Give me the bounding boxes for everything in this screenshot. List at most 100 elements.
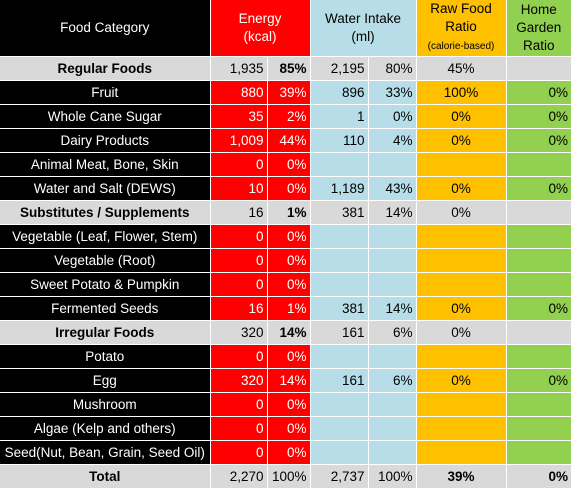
energy-value: 16 <box>210 296 268 321</box>
item-name: Seed(Nut, Bean, Grain, Seed Oil) <box>0 440 211 465</box>
group-row: Irregular Foods 320 14% 161 6% 0% <box>0 320 571 345</box>
raw-ratio: 100% <box>416 80 507 105</box>
energy-percent: 0% <box>267 248 311 273</box>
water-value: 381 <box>310 200 369 225</box>
item-name: Water and Salt (DEWS) <box>0 176 211 201</box>
energy-percent: 39% <box>267 80 311 105</box>
item-name: Egg <box>0 368 211 393</box>
energy-value: 880 <box>210 80 268 105</box>
item-name: Sweet Potato & Pumpkin <box>0 272 211 297</box>
energy-value: 10 <box>210 176 268 201</box>
garden-ratio <box>506 224 571 249</box>
header-energy-title: Energy <box>238 11 282 26</box>
header-garden-line3: Ratio <box>522 38 555 53</box>
energy-percent: 44% <box>267 128 311 153</box>
water-percent <box>368 440 417 465</box>
water-percent: 0% <box>368 104 417 129</box>
water-percent: 100% <box>368 464 417 489</box>
raw-ratio <box>416 440 507 465</box>
water-percent: 6% <box>368 320 417 345</box>
energy-value: 320 <box>210 368 268 393</box>
item-name: Animal Meat, Bone, Skin <box>0 152 211 177</box>
total-label: Total <box>0 464 211 489</box>
garden-ratio <box>506 392 571 417</box>
raw-ratio <box>416 248 507 273</box>
energy-percent: 2% <box>267 104 311 129</box>
water-value: 1 <box>310 104 369 129</box>
water-percent <box>368 248 417 273</box>
garden-ratio <box>506 272 571 297</box>
raw-ratio <box>416 392 507 417</box>
water-value <box>310 272 369 297</box>
garden-ratio <box>506 440 571 465</box>
garden-ratio: 0% <box>506 464 571 489</box>
raw-ratio: 0% <box>416 200 507 225</box>
header-category-label: Food Category <box>60 20 150 35</box>
water-percent <box>368 224 417 249</box>
garden-ratio <box>506 416 571 441</box>
energy-value: 0 <box>210 152 268 177</box>
garden-ratio: 0% <box>506 296 571 321</box>
water-value: 161 <box>310 368 369 393</box>
garden-ratio <box>506 320 571 345</box>
water-percent: 14% <box>368 296 417 321</box>
raw-ratio: 0% <box>416 296 507 321</box>
table-row: Egg 320 14% 161 6% 0% 0% <box>0 368 571 393</box>
header-row: Food Category Energy (kcal) Water Intake… <box>0 0 571 57</box>
table-row: Animal Meat, Bone, Skin 0 0% <box>0 152 571 177</box>
header-home-garden-ratio: Home Garden Ratio <box>506 0 571 57</box>
raw-ratio: 0% <box>416 176 507 201</box>
item-name: Dairy Products <box>0 128 211 153</box>
energy-value: 0 <box>210 224 268 249</box>
header-water-unit: (ml) <box>351 29 375 44</box>
group-name: Substitutes / Supplements <box>0 200 211 225</box>
garden-ratio: 0% <box>506 104 571 129</box>
water-value: 2,737 <box>310 464 369 489</box>
group-row: Regular Foods 1,935 85% 2,195 80% 45% <box>0 56 571 81</box>
water-value <box>310 224 369 249</box>
raw-ratio: 0% <box>416 368 507 393</box>
garden-ratio: 0% <box>506 368 571 393</box>
item-name: Potato <box>0 344 211 369</box>
item-name: Mushroom <box>0 392 211 417</box>
water-percent: 6% <box>368 368 417 393</box>
energy-percent: 0% <box>267 416 311 441</box>
energy-value: 0 <box>210 416 268 441</box>
energy-value: 1,935 <box>210 56 268 81</box>
energy-percent: 1% <box>267 200 311 225</box>
energy-value: 0 <box>210 440 268 465</box>
energy-percent: 14% <box>267 320 311 345</box>
garden-ratio: 0% <box>506 128 571 153</box>
energy-percent: 1% <box>267 296 311 321</box>
energy-value: 0 <box>210 248 268 273</box>
water-percent: 4% <box>368 128 417 153</box>
water-value <box>310 416 369 441</box>
water-percent <box>368 152 417 177</box>
item-name: Whole Cane Sugar <box>0 104 211 129</box>
energy-percent: 0% <box>267 272 311 297</box>
water-value <box>310 344 369 369</box>
water-percent: 33% <box>368 80 417 105</box>
water-percent <box>368 392 417 417</box>
water-value <box>310 248 369 273</box>
item-name: Vegetable (Root) <box>0 248 211 273</box>
garden-ratio <box>506 152 571 177</box>
table-row: Vegetable (Leaf, Flower, Stem) 0 0% <box>0 224 571 249</box>
water-value: 161 <box>310 320 369 345</box>
table-row: Water and Salt (DEWS) 10 0% 1,189 43% 0%… <box>0 176 571 201</box>
header-garden-line1: Home <box>520 2 557 17</box>
header-food-category: Food Category <box>0 0 211 57</box>
energy-percent: 0% <box>267 392 311 417</box>
raw-ratio: 0% <box>416 128 507 153</box>
raw-ratio: 0% <box>416 320 507 345</box>
water-percent <box>368 416 417 441</box>
raw-ratio <box>416 416 507 441</box>
water-value: 110 <box>310 128 369 153</box>
garden-ratio <box>506 344 571 369</box>
header-energy-unit: (kcal) <box>243 29 277 44</box>
energy-value: 2,270 <box>210 464 268 489</box>
header-raw-line2: Ratio <box>445 19 477 34</box>
raw-ratio: 39% <box>416 464 507 489</box>
energy-percent: 0% <box>267 224 311 249</box>
